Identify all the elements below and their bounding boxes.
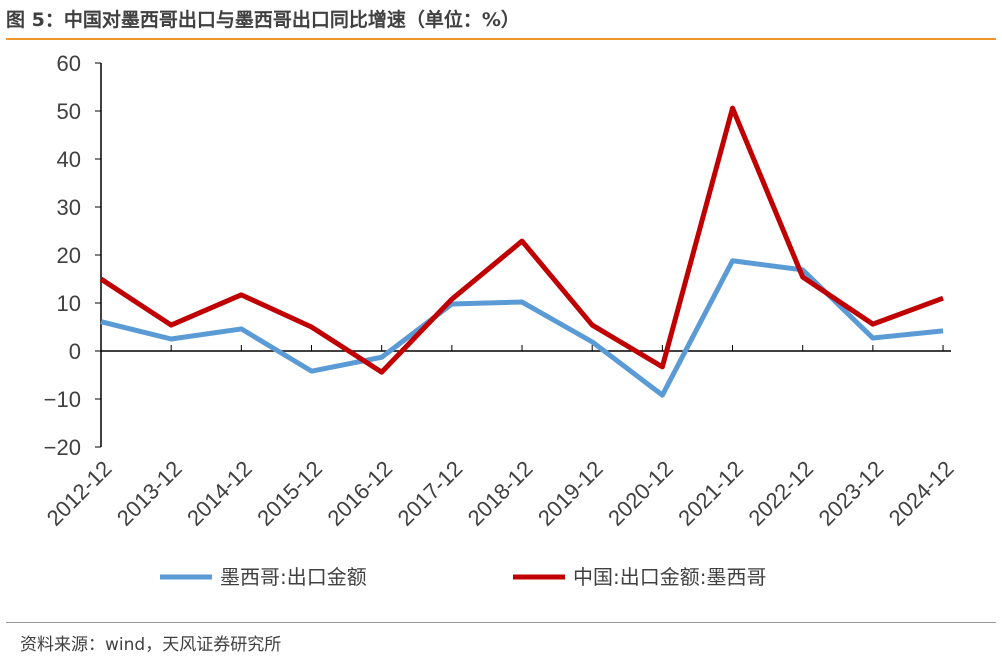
x-tick-label: 2012-12: [42, 456, 117, 531]
y-tick-label: 10: [57, 291, 81, 316]
series-line-1: [100, 258, 944, 398]
x-tick-label: 2020-12: [603, 456, 678, 531]
x-tick-label: 2018-12: [463, 456, 538, 531]
x-tick-label: 2014-12: [182, 456, 257, 531]
legend-label-1: 墨西哥:出口金额: [220, 565, 367, 589]
x-tick-label: 2022-12: [743, 456, 818, 531]
y-tick-label: 40: [57, 147, 81, 172]
y-tick-label: 30: [57, 195, 81, 220]
title-divider: [6, 38, 996, 40]
y-tick-label: −10: [44, 387, 81, 412]
x-tick-label: 2016-12: [322, 456, 397, 531]
x-tick-label: 2015-12: [252, 456, 327, 531]
x-tick-label: 2023-12: [814, 456, 889, 531]
source-divider: [6, 622, 996, 623]
line-chart: 60 50 40 30 20 10 0 −10 −202012-122013-122014-12…: [42, 51, 959, 589]
source-note: 资料来源：wind，天风证券研究所: [20, 635, 282, 655]
y-tick-label: 20: [57, 243, 81, 268]
y-tick-label: 50: [57, 99, 81, 124]
x-tick-label: 2021-12: [673, 456, 748, 531]
x-tick-label: 2024-12: [884, 456, 959, 531]
y-tick-label: 0: [69, 339, 81, 364]
legend-label-2: 中国:出口金额:墨西哥: [573, 565, 766, 589]
chart-title: 图 5：中国对墨西哥出口与墨西哥出口同比增速（单位：%）: [6, 9, 520, 31]
y-tick-label: 60: [57, 51, 81, 76]
x-tick-label: 2013-12: [112, 456, 187, 531]
x-tick-label: 2019-12: [533, 456, 608, 531]
y-tick-label: −20: [44, 435, 81, 460]
x-tick-label: 2017-12: [393, 456, 468, 531]
